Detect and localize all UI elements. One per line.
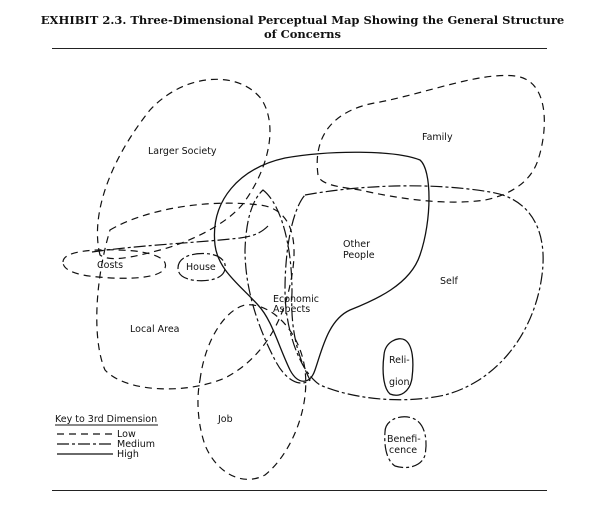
label-costs: Costs xyxy=(97,260,123,271)
label-local-area: Local Area xyxy=(130,324,180,335)
dimension-key: Key to 3rd Dimension Low Medium High xyxy=(55,414,158,460)
region-local-area-outline xyxy=(96,202,295,390)
exhibit-title: EXHIBIT 2.3. Three-Dimensional Perceptua… xyxy=(40,13,565,41)
label-economic-aspects-line-2: Aspects xyxy=(273,304,310,315)
label-beneficence-line-1: Benefi- xyxy=(387,434,421,445)
region-job-outline xyxy=(197,304,307,480)
exhibit-title-line-2: of Concerns xyxy=(263,27,342,41)
region-larger-society-outline xyxy=(96,78,271,260)
region-beneficence-outline xyxy=(384,416,427,469)
region-religion-outline xyxy=(382,338,414,396)
costs-band-outline xyxy=(91,225,269,253)
label-family: Family xyxy=(422,132,453,143)
region-self-outline xyxy=(284,185,544,401)
key-low-label: Low xyxy=(117,429,136,440)
exhibit-title-line-1: EXHIBIT 2.3. Three-Dimensional Perceptua… xyxy=(40,13,565,27)
label-other-people-line-2: People xyxy=(343,250,375,261)
region-house-outline xyxy=(177,252,226,282)
region-family-outline xyxy=(316,74,545,203)
region-economic-aspects-outline xyxy=(244,189,311,384)
label-economic-aspects-line-1: Economic xyxy=(273,294,319,305)
top-rule xyxy=(52,48,547,49)
key-medium-label: Medium xyxy=(117,439,155,450)
label-house: House xyxy=(186,262,216,273)
label-self: Self xyxy=(440,276,459,287)
region-costs-outline xyxy=(62,249,167,279)
key-high-label: High xyxy=(117,449,139,460)
region-other-people-outline xyxy=(213,151,430,382)
bottom-rule xyxy=(52,490,547,491)
label-other-people-line-1: Other xyxy=(343,239,370,250)
key-title: Key to 3rd Dimension xyxy=(55,414,157,425)
label-religion-line-1: Reli- xyxy=(389,355,410,366)
label-job: Job xyxy=(217,414,233,425)
label-larger-society: Larger Society xyxy=(148,146,217,157)
label-beneficence-line-2: cence xyxy=(389,445,417,456)
label-religion-line-2: gion xyxy=(389,377,410,388)
